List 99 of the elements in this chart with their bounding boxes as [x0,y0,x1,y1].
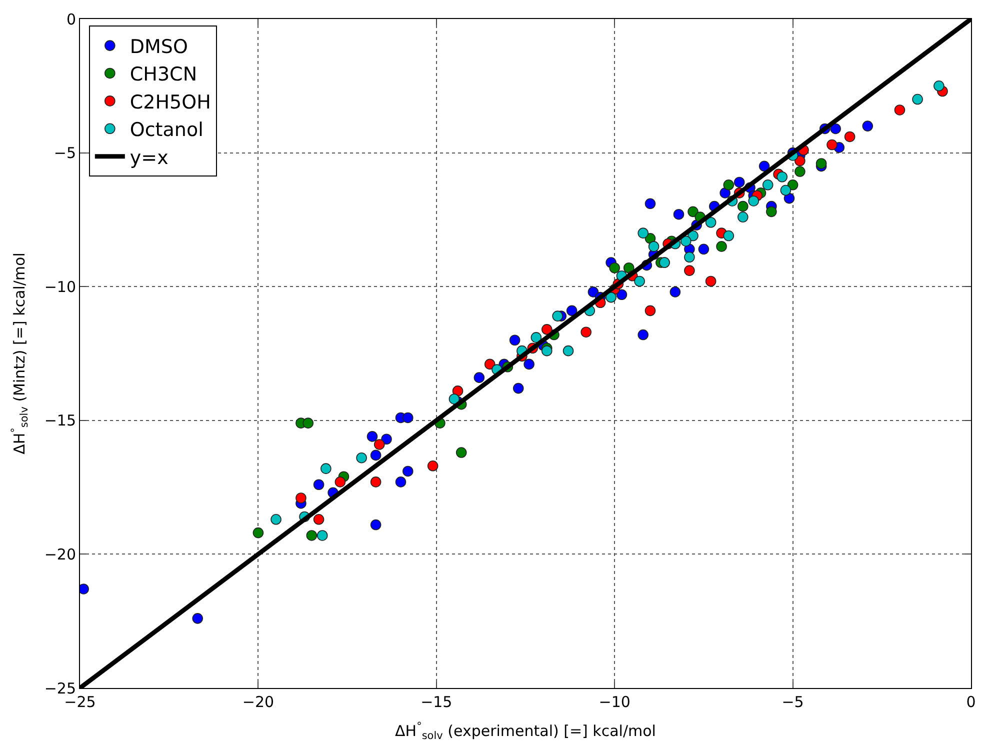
y-tick-label: 0 [66,10,76,28]
point [680,236,692,247]
point [448,394,460,404]
legend-label: Octanol [130,119,204,142]
point [609,262,620,274]
point [698,244,710,255]
point [541,324,552,335]
point [638,228,649,238]
point [509,334,520,346]
point [934,80,944,92]
point [320,463,332,474]
point [762,180,774,190]
point [723,230,734,242]
point [748,196,759,206]
point [580,326,592,338]
point [894,104,906,116]
point [616,289,628,300]
point [784,192,795,204]
point [787,180,798,190]
point [562,345,574,356]
point [306,530,318,541]
point [862,120,874,132]
point [427,460,438,472]
point [192,613,204,624]
point [270,514,282,525]
point [670,286,681,298]
point [684,265,695,276]
point [780,184,792,196]
point [758,160,770,172]
point [673,208,684,220]
point [316,530,328,541]
point [705,216,716,228]
point [381,434,392,445]
point [634,276,645,287]
point [826,139,838,150]
point [776,171,788,182]
point [588,286,599,298]
point [552,310,563,322]
point [816,158,827,169]
point [452,386,464,396]
point [530,332,542,343]
point [648,241,660,252]
point [366,431,378,442]
point [484,358,496,370]
point [734,176,745,188]
y-tick-label: −20 [44,545,76,564]
x-tick-label: −5 [782,693,804,711]
point [374,439,385,450]
point [370,476,382,488]
x-tick-label: −15 [420,693,452,711]
point [912,94,923,105]
point [830,123,841,134]
point [638,329,649,340]
x-axis-title: ΔH$^{°}$$_{solv}$ (experimental) [=] kcal/mol [395,720,656,742]
point [644,305,656,316]
point [370,519,382,530]
point [705,276,716,287]
y-tick-label: −15 [44,412,76,430]
legend-label: y=x [130,146,168,169]
y-tick-label: −5 [54,144,76,162]
point [334,476,346,488]
point [252,527,264,538]
point [524,358,534,370]
point [720,188,730,198]
point [402,466,414,477]
y-tick-label: −10 [44,278,76,296]
y-tick-label: −25 [44,679,76,698]
point [313,479,324,490]
point [738,212,748,222]
point [684,252,695,263]
point [296,492,306,504]
x-tick-label: −20 [242,693,274,711]
point [716,241,727,252]
point [313,514,324,525]
point [794,166,806,177]
point [474,372,485,383]
point [723,180,734,190]
point [623,262,634,274]
point [738,200,748,212]
point [766,206,777,218]
x-tick-label: 0 [966,693,976,711]
point [844,131,856,142]
point [456,447,467,458]
point [541,345,552,356]
legend-label: CH3CN [130,64,198,86]
point [395,476,406,488]
legend-label: DMSO [130,36,188,58]
legend-label: C2H5OH [130,91,211,114]
point [302,418,314,428]
point [644,198,656,210]
point [370,450,382,461]
x-tick-label: −10 [598,693,630,711]
point [606,292,616,303]
point [566,305,578,316]
point [688,206,698,218]
point [402,412,414,424]
point [794,155,806,166]
point [356,452,367,464]
point [512,382,524,394]
